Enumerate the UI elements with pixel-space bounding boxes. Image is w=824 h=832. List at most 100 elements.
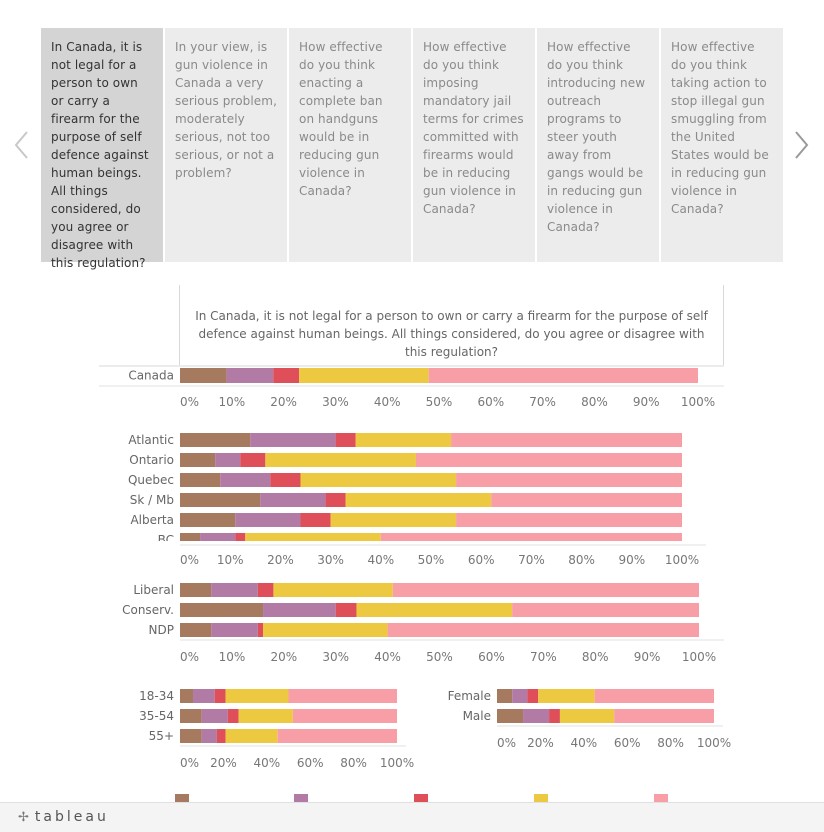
bar-segment[interactable] xyxy=(211,623,258,637)
bar-segment[interactable] xyxy=(201,729,217,743)
tab-handgun-ban[interactable]: How effective do you think enacting a co… xyxy=(289,28,411,262)
bar-segment[interactable] xyxy=(451,433,682,447)
tab-gun-violence-seriousness[interactable]: In your view, is gun violence in Canada … xyxy=(165,28,287,262)
bar-segment[interactable] xyxy=(227,709,239,723)
bar-segment[interactable] xyxy=(299,368,429,383)
bar-segment[interactable] xyxy=(325,493,346,507)
bar-segment[interactable] xyxy=(215,453,241,467)
legend-swatch xyxy=(654,794,668,802)
bar-segment[interactable] xyxy=(559,709,615,723)
bar-segment[interactable] xyxy=(300,513,331,527)
tick-label: 40% xyxy=(367,553,394,567)
tableau-logo[interactable]: ✢ tableau xyxy=(18,809,109,825)
bar-segment[interactable] xyxy=(180,493,261,507)
bar-segment[interactable] xyxy=(270,473,301,487)
bar-segment[interactable] xyxy=(214,689,226,703)
bar-segment[interactable] xyxy=(201,709,228,723)
bar-segment[interactable] xyxy=(512,603,699,617)
tab-mandatory-jail-terms[interactable]: How effective do you think imposing mand… xyxy=(413,28,535,262)
bar-segment[interactable] xyxy=(180,623,212,637)
bar-segment[interactable] xyxy=(180,433,251,447)
bar-segment[interactable] xyxy=(263,603,336,617)
bar-segment[interactable] xyxy=(549,709,560,723)
bar-segment[interactable] xyxy=(392,583,699,597)
category-label: Atlantic xyxy=(128,433,174,447)
bar-segment[interactable] xyxy=(257,583,274,597)
bar-segment[interactable] xyxy=(273,583,393,597)
bar-segment[interactable] xyxy=(415,453,682,467)
tick-label: 50% xyxy=(426,650,453,664)
bar-segment[interactable] xyxy=(226,368,274,383)
bar-segment[interactable] xyxy=(335,433,356,447)
bar-segment[interactable] xyxy=(240,453,266,467)
bar-segment[interactable] xyxy=(180,709,202,723)
bar-segment[interactable] xyxy=(225,689,289,703)
bar-segment[interactable] xyxy=(235,513,301,527)
previous-arrow-icon[interactable] xyxy=(10,128,34,162)
tick-label: 0% xyxy=(180,395,199,409)
tick-label: 20% xyxy=(210,756,237,770)
category-label: Alberta xyxy=(130,513,174,527)
bar-segment[interactable] xyxy=(292,709,397,723)
bar-segment[interactable] xyxy=(225,729,278,743)
bar-segment[interactable] xyxy=(538,689,595,703)
bar-segment[interactable] xyxy=(250,433,336,447)
bar-segment[interactable] xyxy=(257,623,264,637)
bar-segment[interactable] xyxy=(330,513,457,527)
bar-segment[interactable] xyxy=(193,689,215,703)
bar-segment[interactable] xyxy=(456,513,682,527)
bar-segment[interactable] xyxy=(273,368,300,383)
bar-segment[interactable] xyxy=(355,433,452,447)
tick-label: 0% xyxy=(180,756,199,770)
bar-segment[interactable] xyxy=(180,473,221,487)
bar-segment[interactable] xyxy=(594,689,714,703)
category-label: Liberal xyxy=(133,583,174,597)
tick-label: 60% xyxy=(477,395,504,409)
next-arrow-icon[interactable] xyxy=(789,128,813,162)
bar-segment[interactable] xyxy=(211,583,258,597)
bar-segment[interactable] xyxy=(288,689,398,703)
bar-segment[interactable] xyxy=(245,533,381,547)
bar-segment[interactable] xyxy=(428,368,698,383)
bar-segment[interactable] xyxy=(220,473,271,487)
bar-segment[interactable] xyxy=(300,473,457,487)
category-label: BC xyxy=(158,533,174,547)
bar-segment[interactable] xyxy=(180,603,264,617)
bar-segment[interactable] xyxy=(456,473,682,487)
bar-segment[interactable] xyxy=(180,453,216,467)
bar-segment[interactable] xyxy=(180,729,202,743)
bar-segment[interactable] xyxy=(180,689,194,703)
bar-segment[interactable] xyxy=(277,729,397,743)
bar-segment[interactable] xyxy=(180,533,201,547)
bar-segment[interactable] xyxy=(216,729,226,743)
category-label: Canada xyxy=(128,369,174,383)
tab-youth-outreach[interactable]: How effective do you think introducing n… xyxy=(537,28,659,262)
bar-segment[interactable] xyxy=(614,709,714,723)
bar-segment[interactable] xyxy=(356,603,513,617)
bar-segment[interactable] xyxy=(180,583,212,597)
bar-segment[interactable] xyxy=(238,709,293,723)
bar-segment[interactable] xyxy=(380,533,682,547)
bar-segment[interactable] xyxy=(512,689,528,703)
bar-segment[interactable] xyxy=(180,513,236,527)
bar-segment[interactable] xyxy=(345,493,492,507)
bar-segment[interactable] xyxy=(260,493,326,507)
bar-segment[interactable] xyxy=(263,623,388,637)
bar-segment[interactable] xyxy=(265,453,416,467)
bar-segment[interactable] xyxy=(523,709,550,723)
bar-segment[interactable] xyxy=(497,709,524,723)
footer: ✢ tableau xyxy=(0,802,824,832)
bar-segment[interactable] xyxy=(180,368,227,383)
bar-segment[interactable] xyxy=(200,533,236,547)
tab-gun-smuggling[interactable]: How effective do you think taking action… xyxy=(661,28,783,262)
tick-label: 80% xyxy=(340,756,367,770)
bar-segment[interactable] xyxy=(335,603,357,617)
bar-segment[interactable] xyxy=(497,689,513,703)
bar-segment[interactable] xyxy=(527,689,539,703)
tab-self-defence-regulation[interactable]: In Canada, it is not legal for a person … xyxy=(41,28,163,270)
category-label: Male xyxy=(463,709,491,723)
bar-segment[interactable] xyxy=(235,533,246,547)
bar-segment[interactable] xyxy=(387,623,699,637)
tick-label: 80% xyxy=(582,650,609,664)
bar-segment[interactable] xyxy=(491,493,682,507)
